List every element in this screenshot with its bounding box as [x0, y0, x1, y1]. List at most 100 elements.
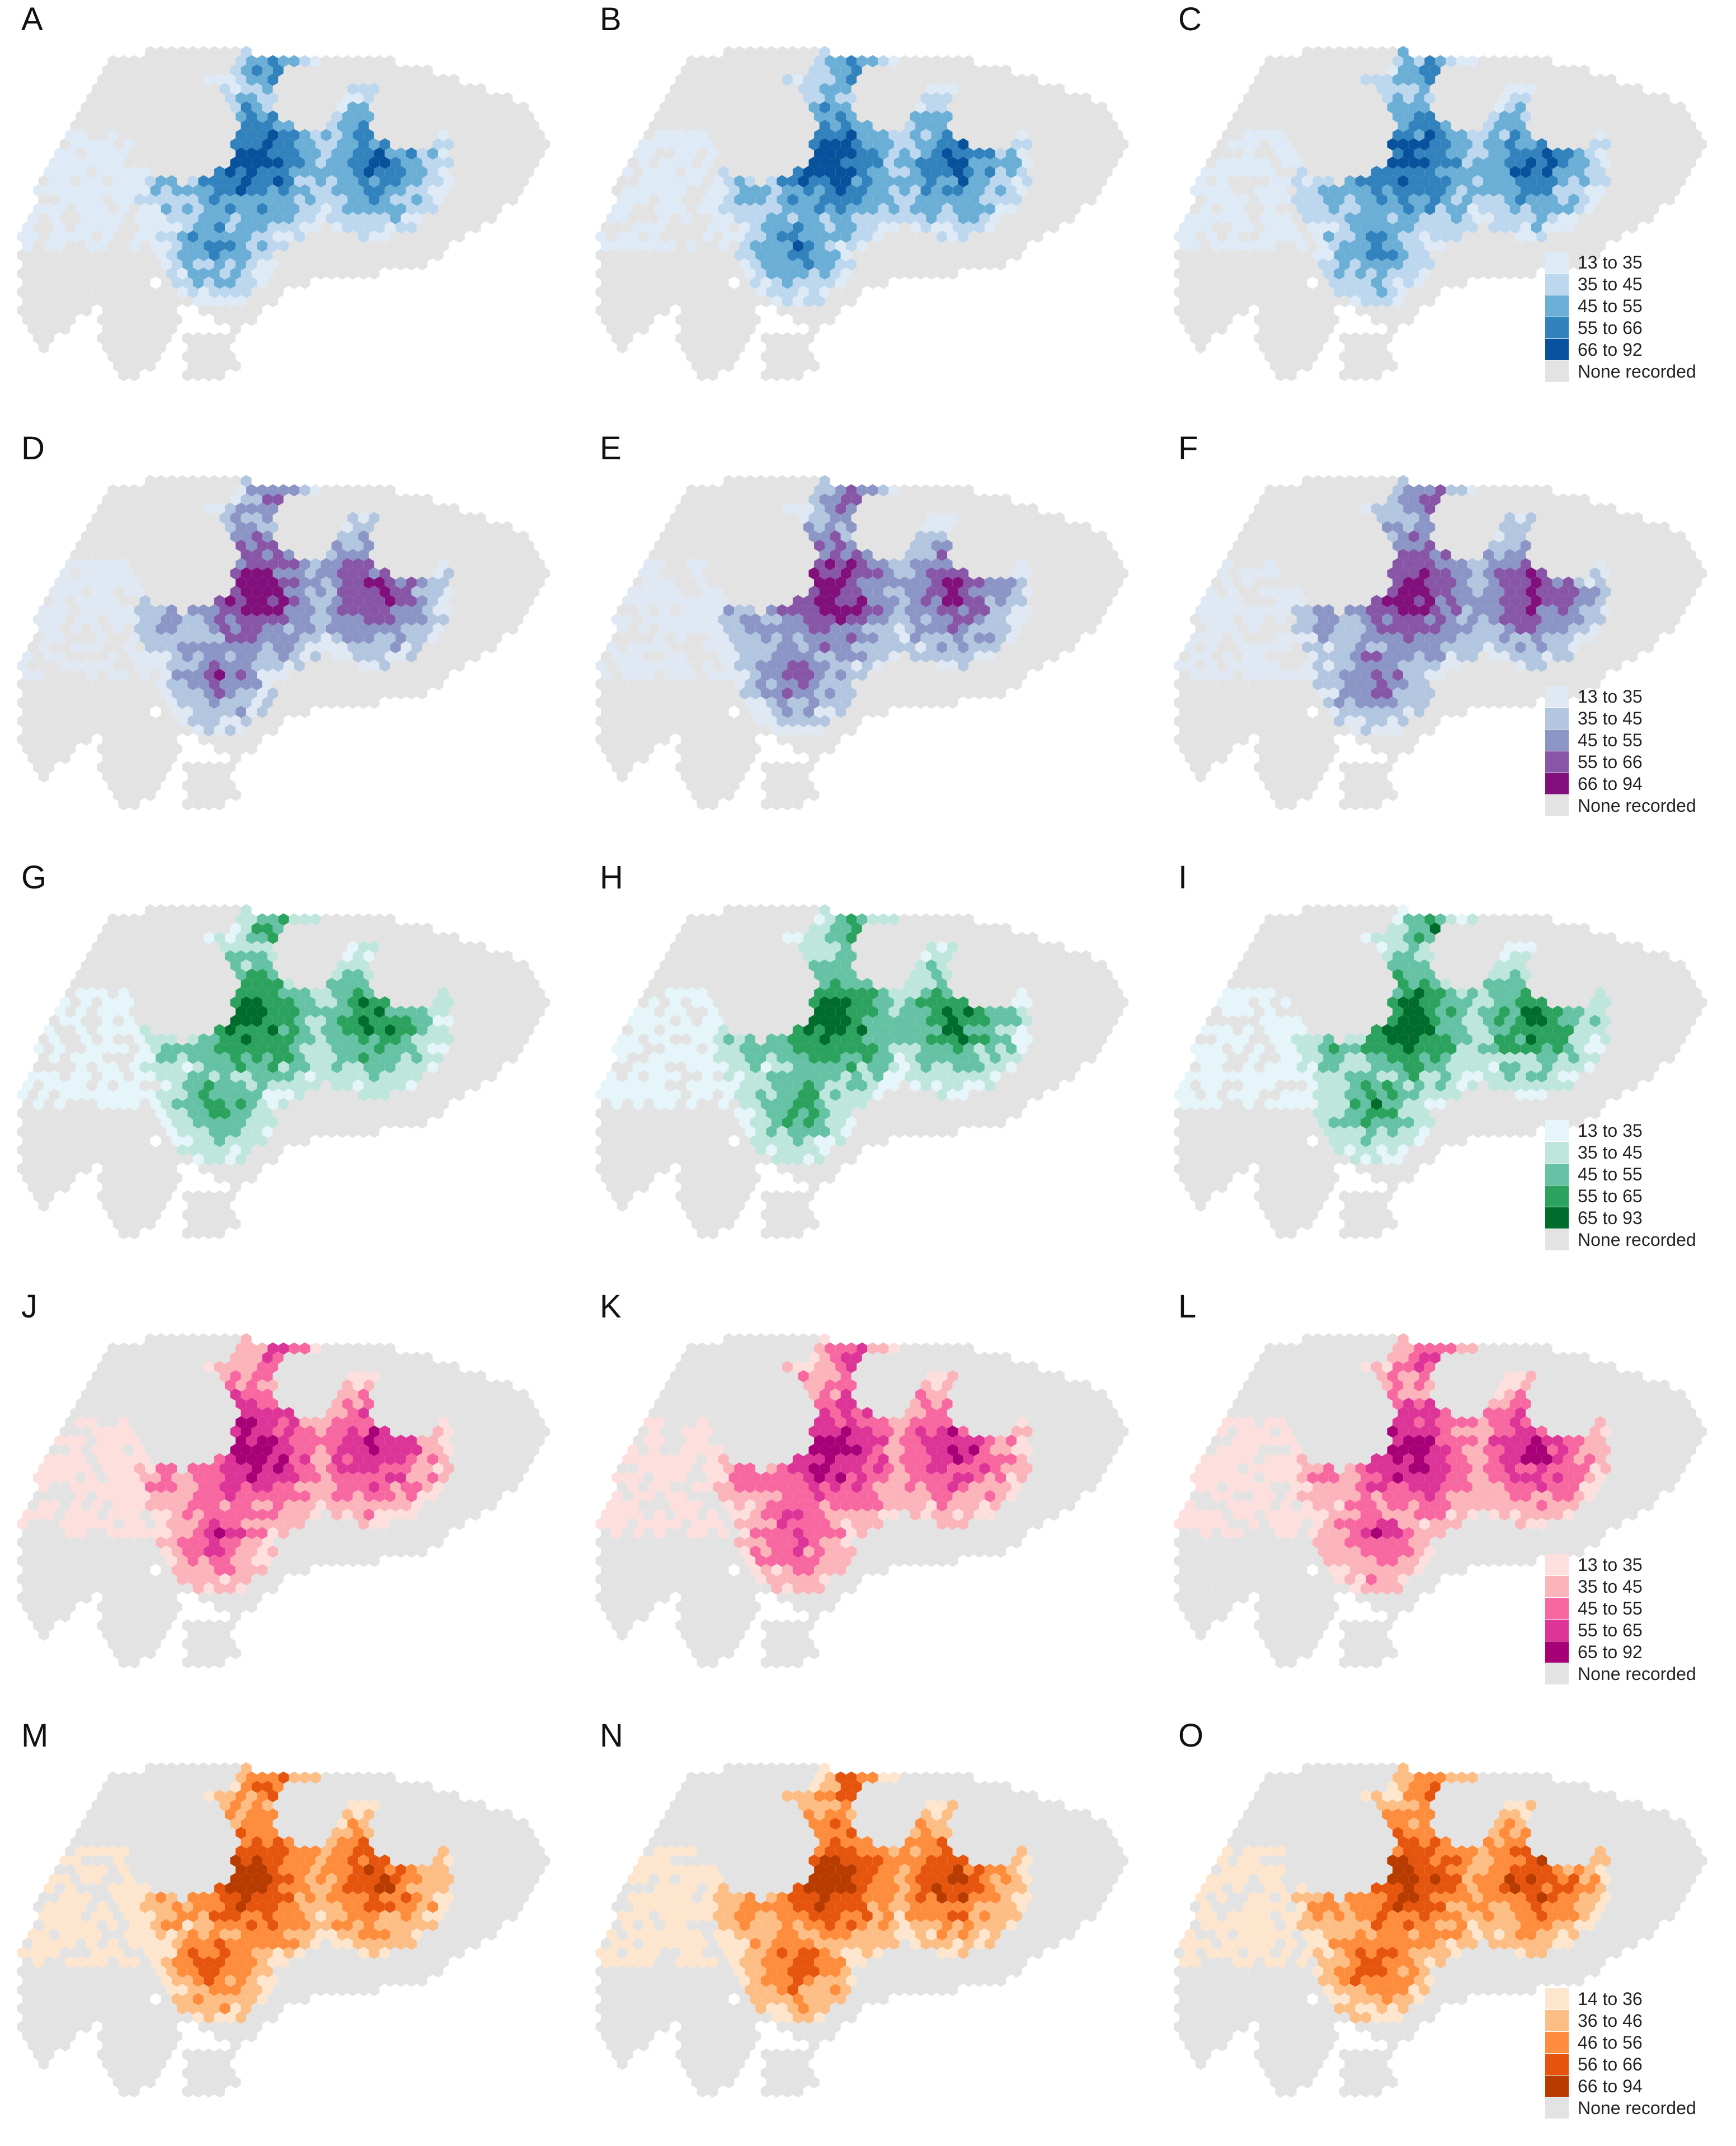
- hex-cell: [867, 502, 878, 515]
- hex-cell: [606, 323, 617, 335]
- hex-cell: [878, 539, 889, 552]
- hex-cell: [1312, 230, 1324, 243]
- hex-cell: [1611, 101, 1622, 114]
- hex-cell: [203, 798, 214, 811]
- hex-cell: [502, 129, 513, 142]
- hex-cell: [27, 696, 39, 709]
- hex-cell: [1440, 230, 1451, 243]
- hex-cell: [1334, 46, 1345, 58]
- hex-cell: [1472, 212, 1483, 224]
- hex-cell: [326, 623, 337, 635]
- hex-cell: [267, 221, 279, 234]
- hex-cell: [321, 239, 332, 252]
- hex-cell: [1589, 175, 1601, 187]
- hex-cell: [1382, 129, 1393, 142]
- hex-cell: [1091, 166, 1102, 178]
- hex-cell: [304, 267, 316, 280]
- hex-cell: [1302, 64, 1313, 77]
- hex-cell: [219, 286, 230, 298]
- hex-cell: [321, 203, 332, 215]
- hex-cell: [1048, 221, 1060, 234]
- hex-cell: [267, 687, 279, 700]
- hex-cell: [241, 549, 252, 561]
- hex-cell: [1531, 73, 1542, 86]
- hex-cell: [267, 632, 279, 644]
- hex-cell: [326, 230, 337, 243]
- hex-cell: [1456, 147, 1467, 160]
- hex-cell: [416, 502, 427, 515]
- hex-cell: [766, 493, 777, 506]
- hex-cell: [262, 64, 273, 77]
- hex-cell: [198, 341, 209, 354]
- hex-cell: [1269, 101, 1281, 114]
- hex-cell: [915, 138, 926, 150]
- hex-cell: [379, 249, 391, 261]
- hex-cell: [1211, 239, 1222, 252]
- hex-cell: [638, 230, 649, 243]
- hex-cell: [643, 313, 655, 326]
- hex-cell: [686, 147, 697, 160]
- hex-cell: [124, 304, 135, 317]
- hex-cell: [857, 92, 868, 105]
- hex-cell: [707, 129, 718, 142]
- hex-cell: [481, 595, 492, 608]
- hex-cell: [1398, 286, 1409, 298]
- hex-cell: [352, 129, 364, 142]
- hex-cell: [464, 101, 476, 114]
- hex-cell: [379, 157, 391, 169]
- hex-cell: [782, 502, 793, 515]
- hex-cell: [331, 595, 342, 608]
- hex-cell: [878, 73, 889, 86]
- hex-cell: [192, 484, 204, 497]
- hex-cell: [745, 512, 756, 524]
- hex-cell: [347, 64, 359, 77]
- hex-cell: [76, 110, 87, 123]
- hex-cell: [342, 613, 353, 626]
- hex-cell: [177, 512, 188, 524]
- hex-cell: [102, 493, 113, 506]
- hex-cell: [438, 147, 449, 160]
- hex-cell: [718, 332, 729, 345]
- hex-cell: [766, 341, 777, 354]
- hex-cell: [156, 212, 167, 224]
- hex-cell: [299, 539, 310, 552]
- hex-cell: [1387, 157, 1398, 169]
- hex-cell: [384, 55, 396, 68]
- hex-cell: [947, 175, 958, 187]
- hex-cell: [326, 212, 337, 224]
- hex-cell: [326, 604, 337, 616]
- hex-cell: [899, 203, 910, 215]
- hex-cell: [156, 641, 167, 653]
- hex-cell: [27, 249, 39, 261]
- hex-cell: [422, 249, 433, 261]
- hex-cell: [1499, 203, 1510, 215]
- hex-cell: [384, 92, 396, 105]
- hex-cell: [390, 549, 401, 561]
- hex-cell: [33, 258, 44, 271]
- hex-cell: [968, 83, 980, 95]
- hex-cell: [1435, 276, 1446, 289]
- hex-cell: [1595, 221, 1606, 234]
- hex-cell: [643, 239, 655, 252]
- hex-cell: [246, 184, 257, 197]
- hex-cell: [1558, 83, 1569, 95]
- hex-cell: [899, 92, 910, 105]
- hex-cell: [331, 166, 342, 178]
- hex-cell: [1584, 73, 1595, 86]
- hex-cell: [65, 276, 76, 289]
- hex-cell: [459, 613, 471, 626]
- hex-cell: [942, 184, 953, 197]
- hex-cell: [984, 147, 995, 160]
- hex-cell: [1307, 129, 1318, 142]
- hex-cell: [236, 613, 247, 626]
- hex-cell: [384, 613, 396, 626]
- hex-cell: [1616, 221, 1627, 234]
- hex-cell: [1424, 258, 1436, 271]
- hex-cell: [1275, 332, 1286, 345]
- hex-cell: [819, 267, 830, 280]
- hex-cell: [872, 157, 883, 169]
- hex-cell: [1494, 230, 1505, 243]
- hex-cell: [54, 203, 65, 215]
- hex-cell: [1259, 249, 1270, 261]
- hex-cell: [713, 323, 724, 335]
